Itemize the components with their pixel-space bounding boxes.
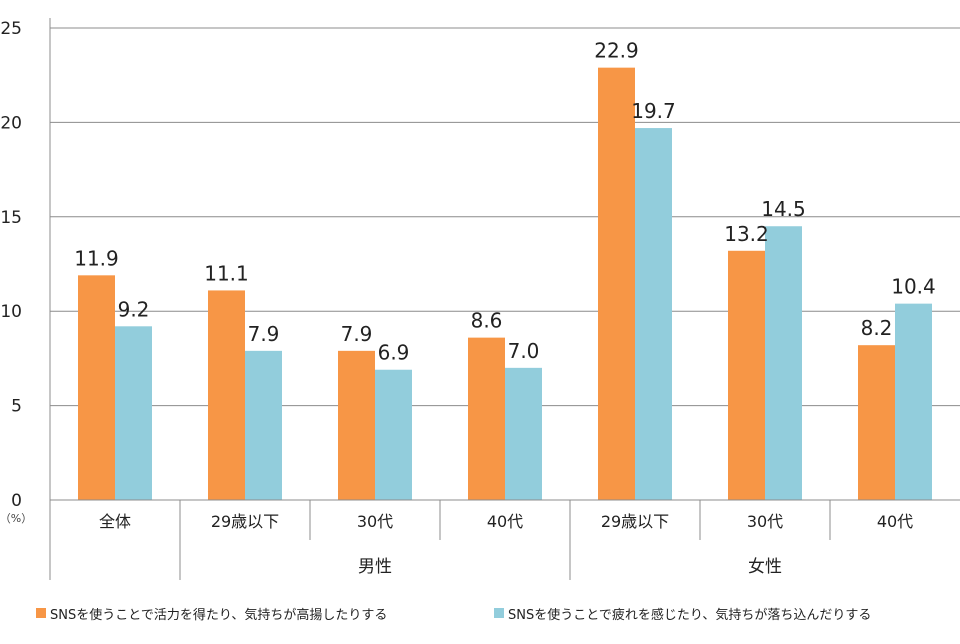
bar-energized [858, 345, 895, 500]
data-label: 10.4 [891, 275, 936, 299]
group-label: 男性 [358, 557, 392, 577]
x-tick-label: 40代 [487, 512, 523, 531]
x-tick-label: 29歳以下 [211, 512, 279, 531]
y-tick-label: 15 [0, 208, 22, 228]
bar-tired [245, 350, 282, 500]
data-label: 11.9 [74, 246, 119, 270]
group-label: 女性 [748, 557, 782, 577]
bar-tired [375, 369, 412, 500]
data-label: 6.9 [378, 341, 410, 365]
bar-tired [765, 226, 802, 501]
data-label: 13.2 [724, 222, 769, 246]
legend-label: SNSを使うことで活力を得たり、気持ちが高揚したりする [50, 607, 387, 623]
y-tick-label: 0 [11, 491, 22, 511]
bar-energized [728, 250, 765, 500]
data-label: 19.7 [631, 99, 676, 123]
data-label: 11.1 [204, 261, 249, 285]
data-label: 8.2 [861, 316, 893, 340]
legend-swatch [36, 608, 46, 618]
data-label: 7.0 [508, 339, 540, 363]
axes: 0 5 10 15 20 25 （%） [0, 18, 960, 580]
legend-label: SNSを使うことで疲れを感じたり、気持ちが落ち込んだりする [508, 607, 871, 623]
data-label: 7.9 [248, 322, 280, 346]
x-tick-label: 40代 [877, 512, 913, 531]
bar-tired [635, 128, 672, 500]
bars [78, 67, 932, 501]
unit-label: （%） [0, 512, 32, 525]
bar-energized [598, 67, 635, 500]
data-label: 7.9 [341, 322, 373, 346]
bar-tired [505, 367, 542, 500]
gridlines [50, 27, 960, 407]
labels: 11.99.2全体11.17.929歳以下7.96.930代8.67.040代2… [74, 39, 936, 577]
legend: SNSを使うことで活力を得たり、気持ちが高揚したりする SNSを使うことで疲れを感… [36, 607, 871, 623]
data-label: 22.9 [594, 39, 639, 63]
x-tick-label: 全体 [99, 512, 131, 531]
data-label: 8.6 [471, 309, 503, 333]
bar-tired [895, 303, 932, 500]
y-tick-label: 5 [11, 397, 22, 417]
bar-energized [78, 275, 115, 500]
x-tick-label: 30代 [357, 512, 393, 531]
bar-energized [338, 350, 375, 500]
legend-swatch [494, 608, 504, 618]
bar-tired [115, 326, 152, 500]
bar-energized [208, 290, 245, 500]
x-tick-label: 29歳以下 [601, 512, 669, 531]
x-tick-label: 30代 [747, 512, 783, 531]
y-tick-label: 20 [0, 113, 22, 133]
y-tick-label: 25 [0, 19, 22, 39]
y-tick-label: 10 [0, 302, 22, 322]
bar-energized [468, 337, 505, 500]
data-label: 9.2 [118, 297, 150, 321]
data-label: 14.5 [761, 197, 806, 221]
